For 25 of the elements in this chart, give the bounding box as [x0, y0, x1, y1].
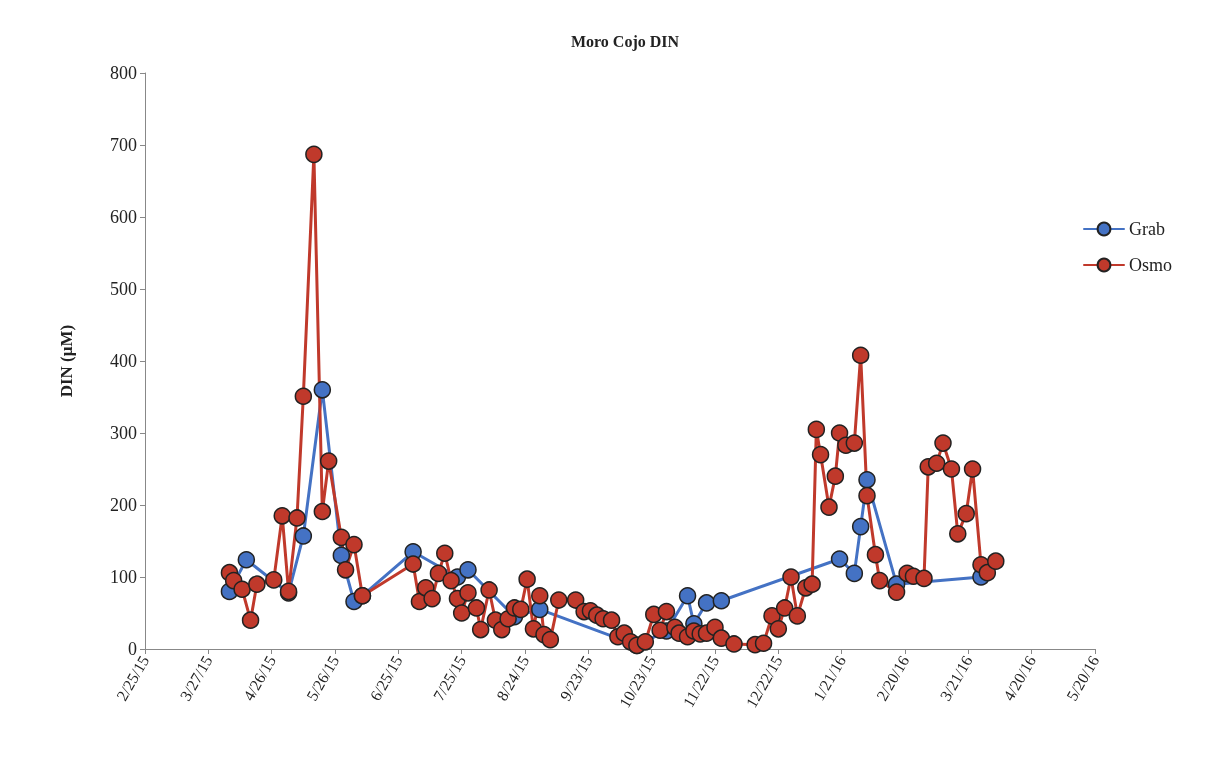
y-tick-label: 100 [110, 567, 137, 587]
y-axis-title: DIN (µM) [57, 324, 76, 398]
y-tick-label: 200 [110, 495, 137, 515]
point [294, 527, 313, 545]
point [459, 561, 477, 579]
point [332, 546, 351, 565]
y-tick-label: 800 [110, 63, 137, 83]
y-tick-label: 700 [110, 135, 137, 155]
point [845, 564, 864, 583]
y-tick-label: 500 [110, 279, 137, 299]
y-tick-label: 400 [110, 351, 137, 371]
y-tick-label: 300 [110, 423, 137, 443]
point [237, 550, 256, 569]
legend-label: Grab [1129, 219, 1165, 239]
y-tick-label: 600 [110, 207, 137, 227]
point [851, 517, 870, 536]
point [697, 594, 716, 612]
point [313, 381, 332, 399]
y-tick-label: 0 [128, 639, 137, 659]
point [678, 586, 697, 605]
chart-title: Moro Cojo DIN [570, 32, 680, 51]
point [858, 471, 876, 489]
point [830, 550, 849, 568]
legend-label: Osmo [1129, 255, 1173, 275]
point [712, 592, 731, 610]
